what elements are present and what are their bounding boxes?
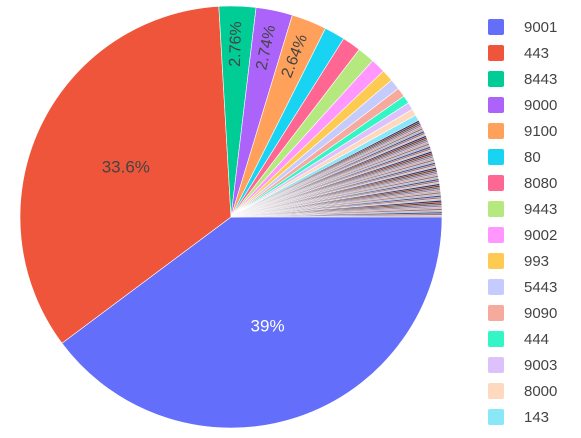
legend-item-8443[interactable]: 8443 — [488, 66, 578, 92]
legend-item-9001[interactable]: 9001 — [488, 14, 578, 40]
legend-swatch — [488, 71, 504, 87]
legend-label: 444 — [524, 330, 550, 348]
legend-label: 9100 — [524, 122, 558, 140]
legend-swatch — [488, 279, 504, 295]
pie-slice-9001[interactable] — [61, 216, 443, 429]
legend-label: 9003 — [524, 356, 558, 374]
pie-slices — [19, 5, 443, 429]
legend-swatch — [488, 97, 504, 113]
legend-label: 9001 — [524, 18, 558, 36]
legend-label: 9090 — [524, 304, 558, 322]
legend-label: 443 — [524, 44, 550, 62]
legend-item-993[interactable]: 993 — [488, 248, 578, 274]
legend-swatch — [488, 45, 504, 61]
legend-label: 8443 — [524, 70, 558, 88]
legend-swatch — [488, 383, 504, 399]
legend-item-8000[interactable]: 8000 — [488, 378, 578, 404]
legend-swatch — [488, 227, 504, 243]
legend-swatch — [488, 409, 504, 425]
legend-item-143[interactable]: 143 — [488, 404, 578, 430]
legend-item-9100[interactable]: 9100 — [488, 118, 578, 144]
legend-label: 9002 — [524, 226, 558, 244]
legend-swatch — [488, 175, 504, 191]
legend-item-80[interactable]: 80 — [488, 144, 578, 170]
legend-item-9443[interactable]: 9443 — [488, 196, 578, 222]
legend-swatch — [488, 331, 504, 347]
pie-slice-443[interactable] — [19, 6, 232, 344]
legend-label: 993 — [524, 252, 550, 270]
legend-item-9002[interactable]: 9002 — [488, 222, 578, 248]
slice-label-443: 33.6% — [102, 157, 150, 176]
legend-item-443[interactable]: 443 — [488, 40, 578, 66]
legend-swatch — [488, 149, 504, 165]
legend-label: 8080 — [524, 174, 558, 192]
legend-label: 80 — [524, 148, 541, 166]
legend-swatch — [488, 19, 504, 35]
legend-item-8080[interactable]: 8080 — [488, 170, 578, 196]
legend-swatch — [488, 357, 504, 373]
slice-label-9001: 39% — [251, 317, 285, 336]
legend-label: 5443 — [524, 278, 558, 296]
legend-swatch — [488, 201, 504, 217]
legend-item-9090[interactable]: 9090 — [488, 300, 578, 326]
legend-item-5443[interactable]: 5443 — [488, 274, 578, 300]
legend-item-9000[interactable]: 9000 — [488, 92, 578, 118]
legend-label: 9443 — [524, 200, 558, 218]
slice-label-8443: 2.76% — [227, 21, 245, 67]
legend-item-444[interactable]: 444 — [488, 326, 578, 352]
legend-label: 8000 — [524, 382, 558, 400]
legend-swatch — [488, 253, 504, 269]
legend-swatch — [488, 123, 504, 139]
legend-label: 9000 — [524, 96, 558, 114]
pie-slice-other-59[interactable] — [230, 215, 443, 218]
legend-item-9003[interactable]: 9003 — [488, 352, 578, 378]
legend-label: 143 — [524, 408, 550, 426]
legend-swatch — [488, 305, 504, 321]
legend: 9001 443 8443 9000 9100 80 8080 9443 9002 993 5443… — [488, 14, 578, 430]
